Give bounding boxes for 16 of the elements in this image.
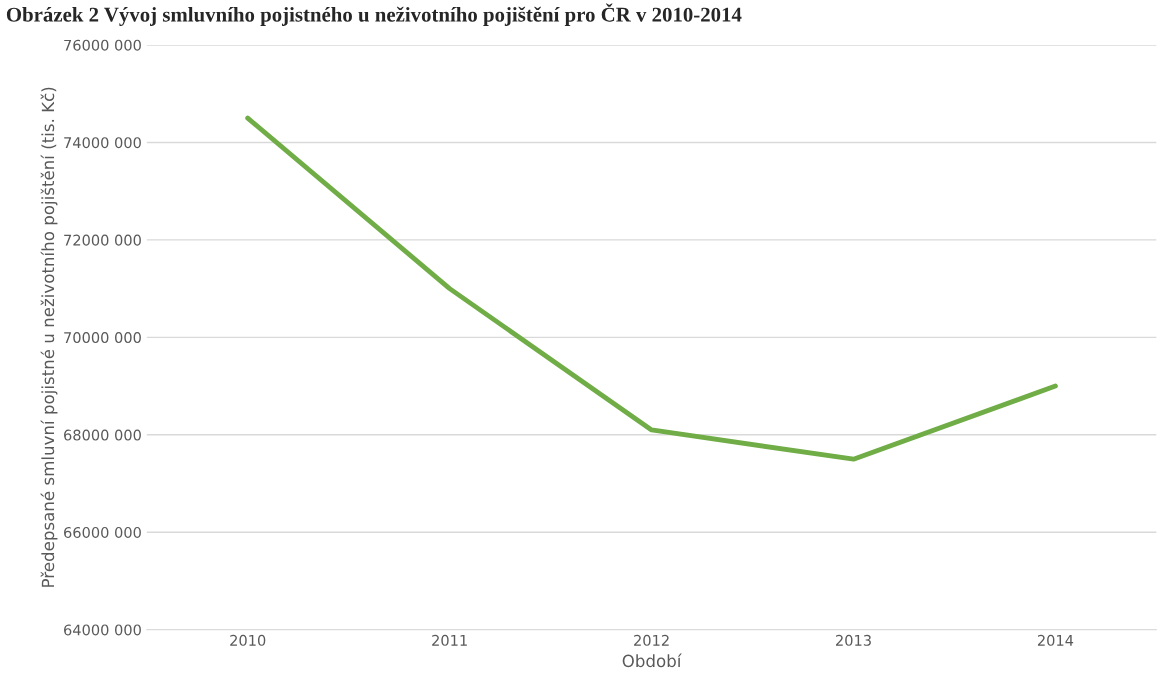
y-tick-label: 66000 000 <box>64 526 141 539</box>
line-series <box>245 115 1058 462</box>
x-tick-label: 2014 <box>1037 634 1074 646</box>
x-tick-label: 2012 <box>634 634 669 646</box>
x-tick-label: 2010 <box>230 634 266 646</box>
x-tick-label: 2011 <box>432 634 467 646</box>
x-tick-label: 2013 <box>836 634 871 646</box>
y-tick-label: 76000 000 <box>64 39 141 51</box>
y-tick-label: 74000 000 <box>64 137 141 149</box>
y-tick-label: 70000 000 <box>64 332 141 344</box>
x-axis-title: Období <box>622 653 682 668</box>
chart-title: Obrázek 2 Vývoj smluvního pojistného u neživotního pojištění pro ČR v 2010-2014 <box>6 3 742 26</box>
y-tick-label: 68000 000 <box>64 429 141 441</box>
y-axis-title: Předepsané smluvní pojistné u neživotního pojištění (tis. Kč) <box>40 87 58 587</box>
y-tick-label: 64000 000 <box>64 624 141 636</box>
y-tick-label: 72000 000 <box>64 234 141 246</box>
